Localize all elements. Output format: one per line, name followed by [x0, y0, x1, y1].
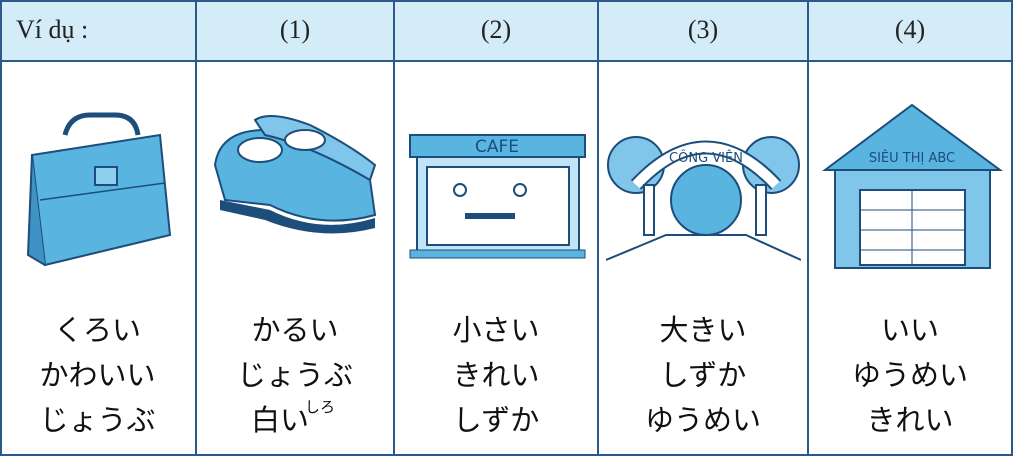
border — [0, 0, 2, 456]
border — [0, 0, 1013, 2]
border — [393, 0, 395, 456]
text-line: 白いしろ — [197, 398, 393, 448]
text-line: きれい — [452, 358, 540, 392]
text-line: いい — [880, 313, 939, 347]
header-cell: (1) — [279, 15, 311, 44]
park-illustration: CÔNG VIÊN — [606, 136, 801, 261]
sign-text: CÔNG VIÊN — [669, 150, 743, 166]
border — [597, 0, 599, 456]
header-cell: (3) — [687, 15, 719, 44]
text-line: じょうぶ — [39, 403, 156, 437]
cell-text: 小さい きれい しずか — [395, 308, 597, 443]
cell-text: いい ゆうめい きれい — [809, 308, 1011, 443]
border — [807, 0, 809, 456]
header-row — [0, 0, 1013, 60]
text-line: しずか — [452, 403, 540, 437]
shoes-illustration — [213, 115, 377, 234]
text-line: かるい — [251, 313, 339, 347]
text-line: きれい — [866, 403, 954, 437]
sign-text: CAFE — [475, 137, 519, 157]
cafe-illustration: CAFE — [409, 134, 586, 259]
cell-text: かるいじょうぶ白いしろ — [197, 308, 393, 448]
text-line: しずか — [659, 358, 747, 392]
text-line: 大きい — [659, 313, 747, 347]
border — [0, 454, 1013, 456]
border — [195, 0, 197, 456]
cell-text: 大きいしずかゆうめい — [599, 308, 807, 443]
bag-illustration — [26, 112, 172, 267]
text-line: くろい — [53, 313, 141, 347]
kanji-word: 白い — [250, 403, 309, 437]
supermarket-illustration: SIÊU THỊ ABC — [821, 103, 1004, 269]
text-line: ゆうめい — [851, 358, 968, 392]
sign-text: SIÊU THỊ ABC — [869, 150, 955, 166]
header-cell: (4) — [894, 15, 926, 44]
cell-text: くろいかわいいじょうぶ — [0, 308, 195, 443]
ruby-reading: しろ — [305, 398, 336, 416]
text-line: 小さい — [452, 313, 540, 347]
border — [0, 60, 1013, 62]
text-line: じょうぶ — [236, 358, 353, 392]
text-line: ゆうめい — [644, 403, 761, 437]
text-line: かわいい — [39, 358, 156, 392]
header-cell: (2) — [480, 15, 512, 44]
border — [1011, 0, 1013, 456]
header-cell: Ví dụ : — [16, 15, 89, 44]
